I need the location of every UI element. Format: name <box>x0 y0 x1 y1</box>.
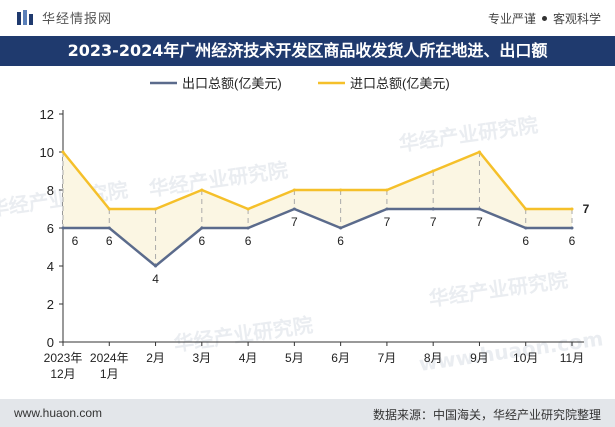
x-tick-label: 3月 <box>192 351 211 365</box>
export-point <box>477 207 481 211</box>
y-tick-label: 12 <box>40 107 54 122</box>
label-layer: 6 6 4 6 6 7 6 7 7 7 6 6 7 <box>72 202 590 286</box>
export-point <box>339 226 343 230</box>
brand-logo-icon <box>17 9 33 25</box>
footer: www.huaon.com 数据来源：中国海关，华经产业研究院整理 <box>0 399 615 427</box>
x-tick-label: 9月 <box>470 351 489 365</box>
export-data-label: 6 <box>522 234 529 248</box>
export-point <box>431 207 435 211</box>
import-point <box>385 188 389 192</box>
watermark-layer: 华经产业研究院华经产业研究院华经产业研究院华经产业研究院华经产业研究院www.h… <box>0 113 605 376</box>
import-point <box>339 188 343 192</box>
chart-title: 2023-2024年广州经济技术开发区商品收发货人所在地进、出口额 <box>0 36 615 66</box>
slogan-right: 客观科学 <box>552 12 601 26</box>
export-point <box>570 226 574 230</box>
x-tick-label: 2023年 12月 <box>44 351 83 381</box>
export-series-line <box>63 207 572 268</box>
slogan-left: 专业严谨 <box>487 12 536 26</box>
watermark-text: 华经产业研究院 <box>147 158 289 201</box>
x-tick-label-line: 11月 <box>560 351 584 365</box>
x-tick-label-line: 7月 <box>378 351 397 365</box>
export-data-label: 6 <box>337 234 344 248</box>
x-tick-label-line: 1月 <box>100 367 119 381</box>
export-point <box>154 264 158 268</box>
x-tick-label-line: 8月 <box>424 351 443 365</box>
y-tick-label: 6 <box>47 221 54 236</box>
export-point <box>292 207 296 211</box>
export-data-label: 6 <box>245 234 252 248</box>
range-fill-area <box>63 152 572 266</box>
export-point <box>524 226 528 230</box>
footer-source: 数据来源：中国海关，华经产业研究院整理 <box>372 408 601 422</box>
x-tick-label: 7月 <box>378 351 397 365</box>
slogan-dot-icon <box>541 16 547 21</box>
x-tick-label-line: 2月 <box>146 351 165 365</box>
watermark-text: 华经产业研究院 <box>427 268 569 311</box>
import-point <box>570 207 574 211</box>
export-point <box>385 207 389 211</box>
x-tick-label-line: 2023年 <box>44 351 83 365</box>
y-tick-label: 8 <box>47 183 54 198</box>
import-series-line <box>62 150 572 211</box>
import-point <box>154 207 158 211</box>
y-tick-label: 2 <box>47 297 54 312</box>
export-data-label: 7 <box>476 215 483 229</box>
x-tick-label: 10月 <box>513 351 538 365</box>
legend-import-label: 进口总额(亿美元) <box>350 76 450 91</box>
x-tick-label-line: 9月 <box>470 351 489 365</box>
top-bar: 华经情报网 专业严谨 客观科学 <box>0 0 615 36</box>
x-tick-label: 2月 <box>146 351 165 365</box>
import-point <box>524 207 528 211</box>
export-data-label: 6 <box>72 234 79 248</box>
export-point <box>61 226 65 230</box>
brand: 华经情报网 <box>16 8 112 27</box>
grid-layer: 0 2 4 6 8 10 12 2023年 12月 2024年 1月 2月 3月 4月 5月 6月 7月 8月 9月… <box>40 107 585 381</box>
x-tick-label: 5月 <box>285 351 304 365</box>
import-point <box>200 188 204 192</box>
export-data-label: 4 <box>152 272 159 286</box>
x-tick-label: 8月 <box>424 351 443 365</box>
x-tick-label-line: 3月 <box>192 351 211 365</box>
import-point <box>431 169 435 173</box>
export-point <box>200 226 204 230</box>
x-tick-label-line: 2024年 <box>90 351 129 365</box>
fill-layer <box>62 152 573 266</box>
x-tick-label: 4月 <box>239 351 258 365</box>
watermark-text: 华经产业研究院 <box>172 313 314 356</box>
export-point <box>246 226 250 230</box>
export-data-label: 7 <box>430 215 437 229</box>
export-point <box>107 226 111 230</box>
x-tick-label-line: 4月 <box>239 351 258 365</box>
watermark-text: 华经产业研究院 <box>397 113 539 156</box>
import-data-label: 7 <box>583 202 590 216</box>
import-point <box>292 188 296 192</box>
export-data-label: 6 <box>198 234 205 248</box>
y-tick-label: 10 <box>40 145 54 160</box>
x-tick-label: 11月 <box>560 351 584 365</box>
export-data-label: 7 <box>291 215 298 229</box>
y-tick-label: 0 <box>47 335 54 350</box>
export-data-label: 6 <box>569 234 576 248</box>
import-point <box>61 150 65 154</box>
x-tick-label-line: 6月 <box>331 351 350 365</box>
x-tick-label-line: 10月 <box>513 351 538 365</box>
line-chart: 华经产业研究院华经产业研究院华经产业研究院华经产业研究院华经产业研究院www.h… <box>0 76 605 381</box>
import-point <box>477 150 481 154</box>
export-data-label: 6 <box>106 234 113 248</box>
import-point <box>107 207 111 211</box>
x-tick-label-line: 12月 <box>50 367 75 381</box>
line-layer <box>61 150 574 268</box>
legend-layer: 出口总额(亿美元) 进口总额(亿美元) <box>150 76 450 91</box>
import-point <box>246 207 250 211</box>
x-tick-label-line: 5月 <box>285 351 304 365</box>
brand-name: 华经情报网 <box>42 11 113 26</box>
footer-website: www.huaon.com <box>14 406 103 420</box>
slogan: 专业严谨 客观科学 <box>488 10 601 27</box>
y-tick-label: 4 <box>47 259 54 274</box>
x-tick-label: 6月 <box>331 351 350 365</box>
legend-export-label: 出口总额(亿美元) <box>182 76 282 91</box>
export-data-label: 7 <box>384 215 391 229</box>
x-tick-label: 2024年 1月 <box>90 351 129 381</box>
